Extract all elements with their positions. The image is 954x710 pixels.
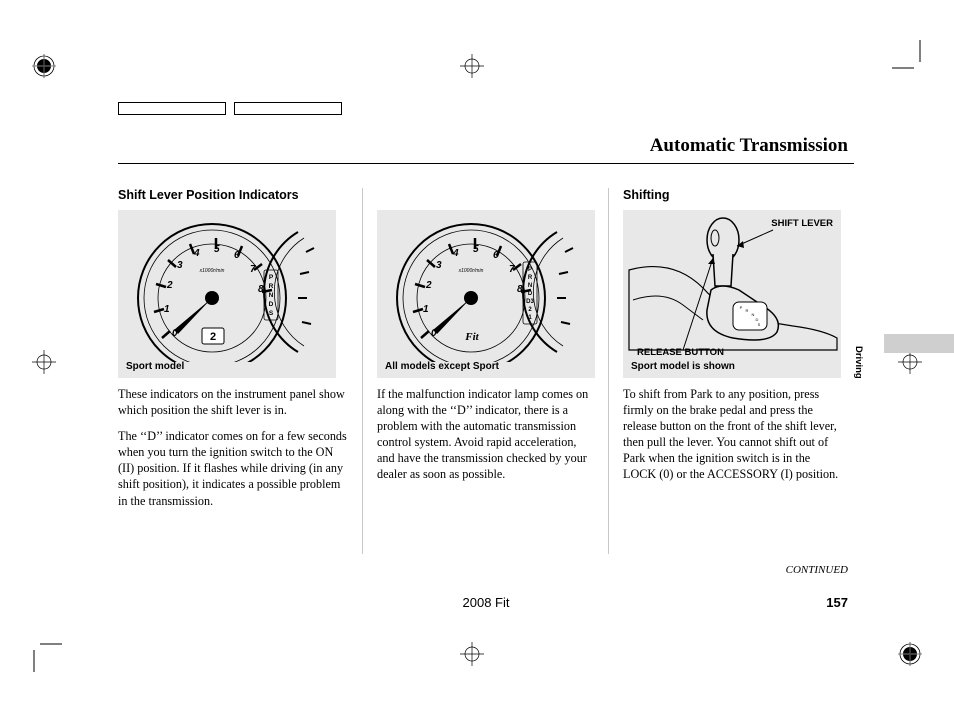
crosshair-icon <box>460 642 484 666</box>
registration-mark-icon <box>32 54 56 78</box>
crop-mark-icon <box>28 638 62 672</box>
svg-text:N: N <box>752 312 755 317</box>
paragraph: The ‘‘D’’ indicator comes on for a few s… <box>118 428 348 508</box>
header-box <box>234 102 342 115</box>
svg-text:2: 2 <box>528 307 532 313</box>
svg-text:6: 6 <box>234 250 240 261</box>
gauge-sport-icon: 012 345 678 x1000r/min PRN DS 2 <box>114 212 340 362</box>
section-tab <box>884 334 954 353</box>
registration-mark-icon <box>898 642 922 666</box>
svg-text:3: 3 <box>177 260 183 271</box>
shift-lever-icon: PRNDS <box>623 210 841 378</box>
svg-text:4: 4 <box>452 248 459 259</box>
figure-caption: Sport model <box>126 361 184 372</box>
column-1: Shift Lever Position Indicators 012 <box>118 188 362 554</box>
crosshair-icon <box>32 350 56 374</box>
svg-text:2: 2 <box>425 280 432 291</box>
page-number: 157 <box>826 595 848 610</box>
svg-text:N: N <box>528 283 532 289</box>
svg-text:Fit: Fit <box>464 331 479 343</box>
body-text: These indicators on the instrument panel… <box>118 386 348 509</box>
svg-text:1: 1 <box>423 304 429 315</box>
body-text: If the malfunction indicator lamp comes … <box>377 386 594 483</box>
header-boxes <box>118 102 854 115</box>
gauge-standard-icon: 012 345 678 x1000r/min PRN DD321 Fit <box>373 212 599 362</box>
figure-caption: All models except Sport <box>385 361 499 372</box>
svg-text:D: D <box>528 291 533 297</box>
figure-caption: Sport model is shown <box>631 361 735 372</box>
svg-text:D: D <box>269 301 274 308</box>
section-label: Driving <box>853 346 864 379</box>
svg-text:R: R <box>528 275 533 281</box>
continued-label: CONTINUED <box>786 564 848 576</box>
svg-text:6: 6 <box>493 250 499 261</box>
svg-text:2: 2 <box>210 331 216 343</box>
svg-text:P: P <box>740 305 743 310</box>
svg-text:x1000r/min: x1000r/min <box>199 268 225 274</box>
page-title: Automatic Transmission <box>118 135 854 164</box>
header-box <box>118 102 226 115</box>
figure-gauge-sport: 012 345 678 x1000r/min PRN DS 2 <box>118 210 336 378</box>
crosshair-icon <box>460 54 484 78</box>
svg-text:S: S <box>269 310 274 317</box>
svg-text:N: N <box>269 292 274 299</box>
svg-text:3: 3 <box>436 260 442 271</box>
page-content: Automatic Transmission Shift Lever Posit… <box>118 102 854 554</box>
svg-text:1: 1 <box>164 304 170 315</box>
section-heading: Shifting <box>623 188 840 202</box>
figure-shift-lever: SHIFT LEVER RELEASE BUTTON PRNDS Sp <box>623 210 841 378</box>
svg-text:4: 4 <box>193 248 200 259</box>
column-2: 012 345 678 x1000r/min PRN DD321 Fit <box>363 188 608 554</box>
paragraph: If the malfunction indicator lamp comes … <box>377 386 594 483</box>
svg-text:P: P <box>528 267 532 273</box>
svg-text:R: R <box>746 308 749 313</box>
crop-mark-icon <box>892 40 926 74</box>
footer-model: 2008 Fit <box>463 595 510 610</box>
svg-text:5: 5 <box>473 244 479 255</box>
crosshair-icon <box>898 350 922 374</box>
svg-text:R: R <box>269 283 274 290</box>
svg-text:7: 7 <box>250 264 256 275</box>
svg-text:5: 5 <box>214 244 220 255</box>
svg-text:x1000r/min: x1000r/min <box>458 268 484 274</box>
figure-gauge-standard: 012 345 678 x1000r/min PRN DD321 Fit <box>377 210 595 378</box>
svg-text:D3: D3 <box>526 299 534 305</box>
section-heading: Shift Lever Position Indicators <box>118 188 348 202</box>
spacer <box>377 188 594 202</box>
svg-text:2: 2 <box>166 280 173 291</box>
body-text: To shift from Park to any position, pres… <box>623 386 840 483</box>
paragraph: To shift from Park to any position, pres… <box>623 386 840 483</box>
svg-text:7: 7 <box>509 264 515 275</box>
svg-text:P: P <box>269 274 274 281</box>
paragraph: These indicators on the instrument panel… <box>118 386 348 418</box>
column-3: Shifting SHIFT LEVER RELEASE BUTTON PRND… <box>609 188 854 554</box>
svg-text:S: S <box>758 322 761 327</box>
